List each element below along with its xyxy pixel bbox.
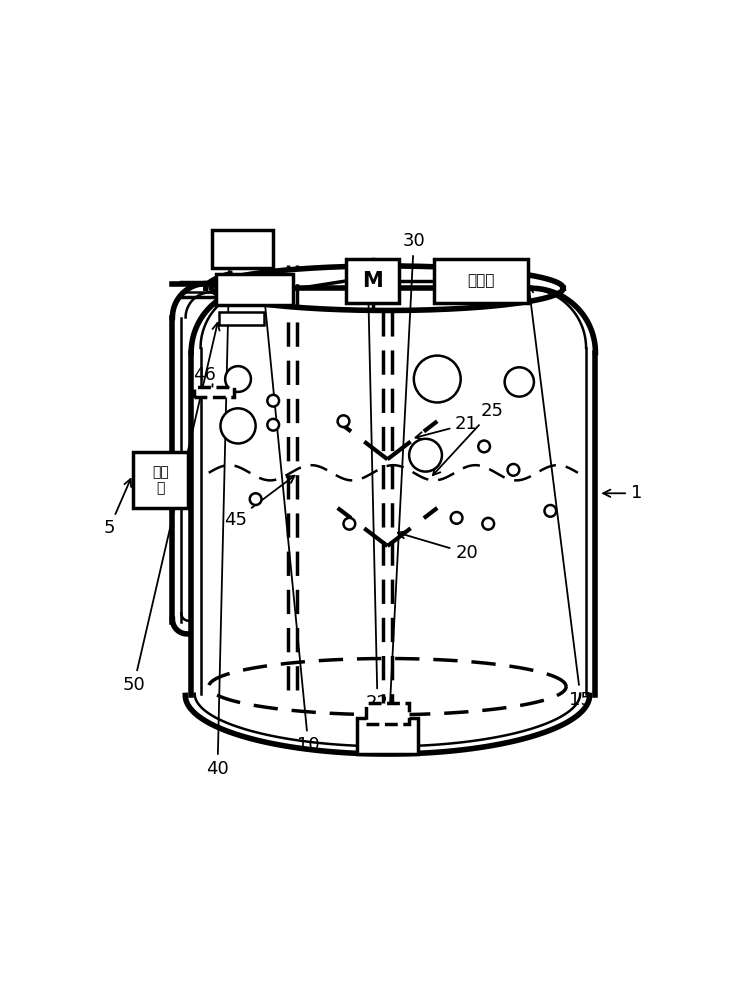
Bar [212,230,273,268]
Bar [218,312,265,325]
Circle shape [482,518,494,530]
Text: 46: 46 [194,366,216,392]
Circle shape [343,518,355,530]
Circle shape [268,419,279,431]
Circle shape [221,408,256,443]
Text: 5: 5 [104,479,131,537]
Text: 50: 50 [122,323,219,694]
Text: 21: 21 [416,415,478,439]
Circle shape [225,366,251,392]
Circle shape [338,415,349,427]
Text: 1: 1 [603,484,642,502]
Bar [366,703,409,724]
Text: 25: 25 [433,402,503,475]
Bar [194,387,234,397]
Circle shape [451,512,463,524]
Text: M: M [362,271,383,291]
Text: 45: 45 [224,476,295,529]
Circle shape [268,395,279,407]
Bar [357,718,418,754]
Circle shape [544,505,556,517]
Circle shape [249,493,262,505]
Circle shape [504,367,534,397]
Bar [346,259,399,303]
Text: 蠕动
泵: 蠕动 泵 [152,465,169,495]
Circle shape [414,356,460,402]
Circle shape [507,464,519,476]
Bar [132,452,188,508]
Bar [216,274,293,305]
Text: 10: 10 [259,279,320,754]
Text: 40: 40 [206,234,234,778]
Text: 22: 22 [364,264,389,712]
Text: 真空泵: 真空泵 [467,273,495,288]
Circle shape [409,439,442,472]
Bar [434,259,528,303]
Circle shape [479,441,490,452]
Text: 30: 30 [385,232,425,749]
Text: 15: 15 [526,286,592,709]
Text: 20: 20 [398,531,478,562]
